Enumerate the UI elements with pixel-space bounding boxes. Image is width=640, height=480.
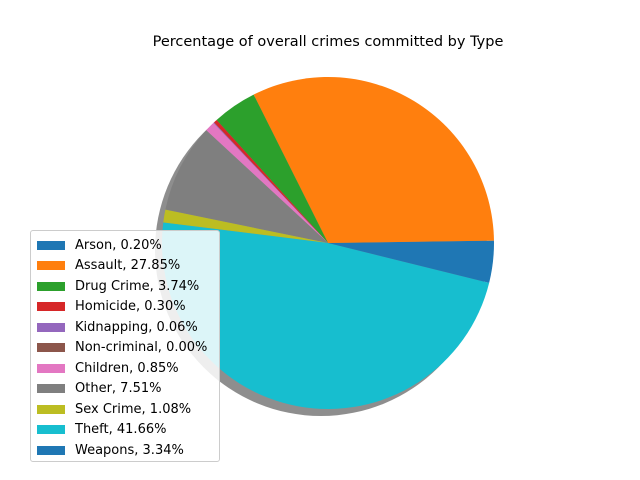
legend-swatch [37, 384, 65, 394]
legend-item: Non-criminal, 0.00% [37, 338, 219, 359]
legend-item: Other, 7.51% [37, 379, 219, 400]
legend-swatch [37, 404, 65, 414]
pie-slice-3 [213, 119, 328, 243]
legend-swatch [37, 322, 65, 332]
legend-label: Homicide, 0.30% [75, 299, 186, 315]
legend-label: Children, 0.85% [75, 360, 179, 376]
legend-label: Arson, 0.20% [75, 237, 162, 253]
legend-item: Theft, 41.66% [37, 420, 219, 441]
legend-item: Drug Crime, 3.74% [37, 276, 219, 297]
pie-slice-6 [206, 122, 328, 243]
pie-slice-4 [213, 122, 328, 243]
legend-item: Homicide, 0.30% [37, 297, 219, 318]
legend-swatch [37, 281, 65, 291]
pie-slice-7 [165, 130, 328, 243]
legend-label: Other, 7.51% [75, 381, 162, 397]
legend-label: Sex Crime, 1.08% [75, 401, 192, 417]
legend-label: Non-criminal, 0.00% [75, 340, 208, 356]
legend-swatch [37, 363, 65, 373]
legend-swatch [37, 302, 65, 312]
legend-swatch [37, 445, 65, 455]
legend-item: Arson, 0.20% [37, 235, 219, 256]
pie-slice-9 [161, 222, 490, 410]
legend-swatch [37, 240, 65, 250]
legend-label: Weapons, 3.34% [75, 442, 184, 458]
pie-slice-2 [216, 94, 328, 243]
legend-item: Kidnapping, 0.06% [37, 317, 219, 338]
legend-item: Weapons, 3.34% [37, 440, 219, 461]
legend-item: Sex Crime, 1.08% [37, 399, 219, 420]
legend: Arson, 0.20% Assault, 27.85% Drug Crime, 3… [30, 230, 220, 462]
pie-slice-0 [328, 240, 494, 243]
legend-label: Kidnapping, 0.06% [75, 319, 198, 335]
legend-item: Assault, 27.85% [37, 256, 219, 277]
legend-label: Theft, 41.66% [75, 422, 167, 438]
pie-slice-1 [253, 76, 494, 243]
legend-swatch [37, 343, 65, 353]
legend-label: Assault, 27.85% [75, 258, 181, 274]
legend-item: Children, 0.85% [37, 358, 219, 379]
legend-label: Drug Crime, 3.74% [75, 278, 200, 294]
legend-swatch [37, 261, 65, 271]
chart-title: Percentage of overall crimes committed b… [152, 34, 504, 50]
pie-slice-8 [163, 209, 328, 243]
pie-slice-10 [328, 243, 494, 283]
legend-swatch [37, 425, 65, 435]
